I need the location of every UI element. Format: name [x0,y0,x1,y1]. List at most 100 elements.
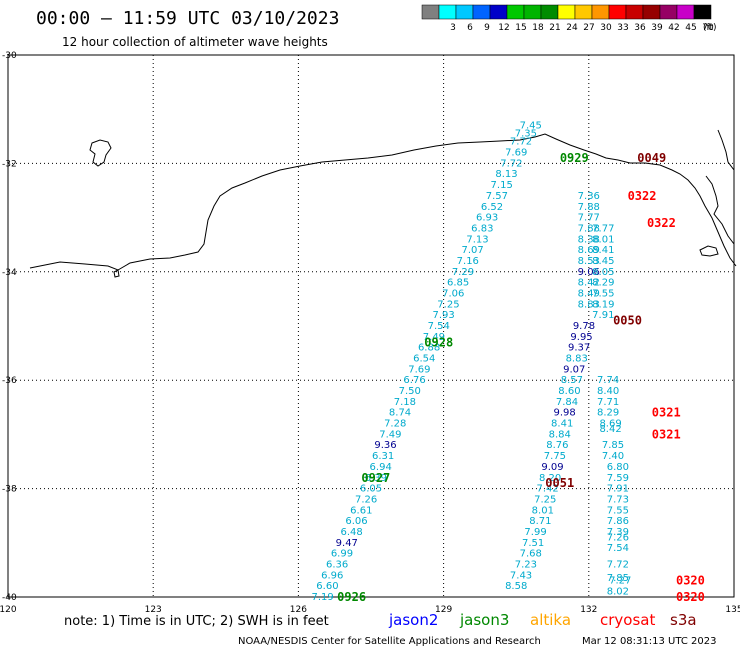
wave-height-value: 8.29 [597,408,619,419]
wave-height-value: 9.37 [568,343,590,354]
wave-height-value: 7.85 [602,440,624,451]
wave-height-value: 8.42 [578,278,600,289]
legend-label: 39 [651,23,663,33]
wave-height-value: 6.94 [370,462,392,473]
satellite-legend: jason2 jason3 altika cryosat s3a [388,611,697,629]
wave-height-value: 6.61 [350,505,372,516]
wave-height-value: 6.85 [447,278,469,289]
lon-label: 129 [435,605,452,615]
wave-height-value: 8.69 [599,419,621,430]
lat-label: -38 [2,485,17,495]
wave-height-value: 7.55 [592,288,614,299]
wave-height-value: 7.88 [578,202,600,213]
wave-height-value: 7.35 [515,129,537,140]
legend-swatch [438,4,457,20]
wave-height-value: 8.60 [558,386,580,397]
legend-swatch [489,4,508,20]
wave-height-value: 7.72 [510,137,532,148]
wave-height-value: 7.06 [442,288,464,299]
wave-height-value: 7.45 [520,120,542,131]
wave-height-value: 7.74 [597,375,619,386]
wave-height-value: 8.02 [607,587,629,598]
legend-label: 9 [484,23,490,33]
wave-height-value: 7.36 [578,191,600,202]
graticule [8,55,734,597]
legend-label: 36 [634,23,646,33]
wave-height-value: 6.80 [607,462,629,473]
lat-label: -34 [2,268,17,278]
wave-height-value: 6.93 [476,213,498,224]
wave-height-value: 6.39 [365,473,387,484]
legend-swatch [608,4,627,20]
wave-height-value: 7.69 [505,148,527,159]
legend-label: 21 [549,23,560,33]
wave-height-value: 8.13 [495,169,517,180]
wave-height-value: 7.68 [520,549,542,560]
wave-height-value: 7.40 [602,451,624,462]
wave-height-value: 8.40 [597,386,619,397]
credit-line: NOAA/NESDIS Center for Satellite Applica… [238,636,541,647]
satellite-name: altika [530,611,571,629]
wave-height-value: 7.25 [437,299,459,310]
page-title: 00:00 – 11:59 UTC 03/10/2023 [36,8,339,29]
wave-height-value: 8.58 [505,581,527,592]
wave-height-value: 8.20 [539,473,561,484]
wave-height-value: 9.47 [336,538,358,549]
satellite-name: cryosat [600,611,655,629]
wave-height-value: 7.93 [432,310,454,321]
wave-height-value: 6.36 [326,559,348,570]
wave-height-value: 7.42 [537,484,559,495]
wave-height-value: 9.09 [541,462,563,473]
satellite-name: s3a [670,611,697,629]
wave-height-value: 6.06 [345,516,367,527]
page-subtitle: 12 hour collection of altimeter wave hei… [62,35,328,49]
wave-height-value: 7.49 [379,429,401,440]
wave-height-value: 7.91 [592,310,614,321]
legend-swatch [642,4,661,20]
wave-height-value: 7.99 [524,527,546,538]
wave-height-value: 7.13 [466,234,488,245]
wave-height-value: 7.16 [457,256,479,267]
wave-height-value: 6.83 [471,223,493,234]
legend-label: 3 [450,23,456,33]
pass-time-label: 0929 [560,151,589,165]
wave-height-value: 8.45 [592,256,614,267]
wave-height-value: 7.26 [607,532,629,543]
wave-height-value: 8.05 [592,267,614,278]
pass-time-label: 0049 [637,151,666,165]
legend-swatch [574,4,593,20]
wave-height-value: 6.52 [481,202,503,213]
generated-timestamp: Mar 12 08:31:13 UTC 2023 [582,636,717,647]
wave-height-value: 7.27 [609,576,631,587]
wave-height-value: 8.71 [529,516,551,527]
pass-time-label: 0050 [613,314,642,328]
wave-height-value: 6.54 [413,354,435,365]
wave-height-value: 6.76 [403,375,425,386]
axis-labels: 120 123 126 129 132 135 -30 -32 -34 -36 -38 -40 [0,51,740,615]
satellite-name: jason3 [459,611,509,629]
wave-height-value: 6.96 [321,570,343,581]
offshore-island [89,139,112,167]
legend-swatch [455,4,474,20]
wave-height-value: 7.54 [607,543,629,554]
wave-height-value: 8.83 [566,354,588,365]
wave-height-value: 8.76 [546,440,568,451]
wave-height-value: 7.75 [544,451,566,462]
legend-label: 45 [685,23,696,33]
legend-label: 18 [532,23,544,33]
wave-height-value: 8.19 [592,299,614,310]
wave-height-value: 7.91 [607,484,629,495]
wave-height-value: 7.57 [486,191,508,202]
wave-height-value: 7.73 [607,494,629,505]
wave-height-value: 7.88 [578,223,600,234]
legend-label: 6 [467,23,473,33]
pass-time-label: 0320 [676,590,705,604]
pass-time-label: 0321 [652,406,681,420]
legend-label: 15 [515,23,526,33]
wave-height-value: 6.99 [331,549,353,560]
legend-swatch [659,4,678,20]
wave-height-value: 8.42 [599,424,621,435]
legend-label: 42 [668,23,679,33]
wave-height-value: 7.29 [452,267,474,278]
legend-label: 12 [498,23,509,33]
